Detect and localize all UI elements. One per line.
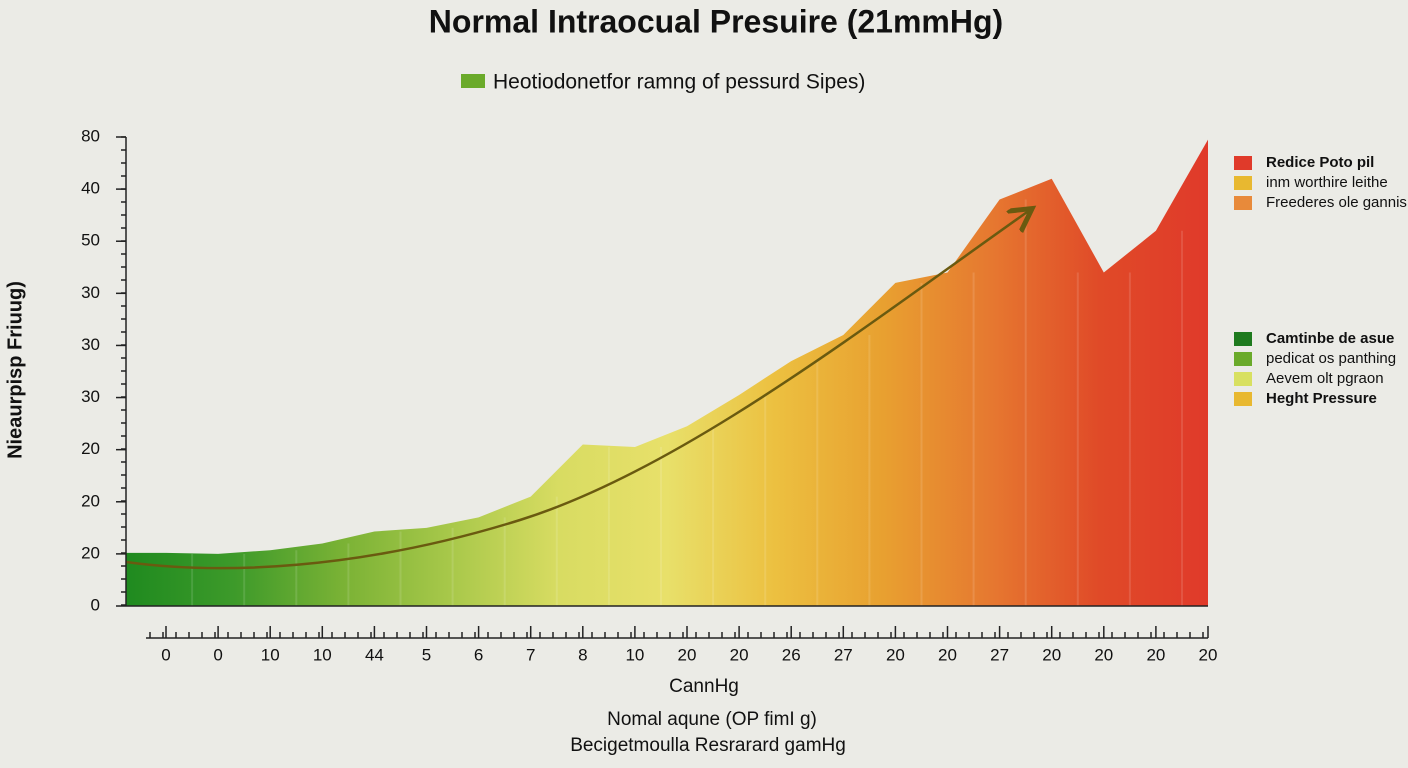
y-tick-label: 30	[81, 387, 100, 406]
x-tick-label: 6	[474, 645, 483, 664]
x-tick-label: 10	[313, 645, 332, 664]
legend-label: Aevem olt pgraon	[1266, 370, 1384, 387]
x-tick-label: 0	[161, 645, 170, 664]
legend-label: pedicat os panthing	[1266, 350, 1396, 367]
legend-label: Freederes ole gannis	[1266, 194, 1407, 211]
legend-label: Camtinbe de asue	[1266, 330, 1394, 347]
trend-arrow	[125, 210, 1030, 570]
area	[126, 139, 1208, 606]
x-tick-label: 20	[1042, 645, 1061, 664]
y-tick-label: 80	[81, 126, 100, 145]
note: Becigetmoulla Resrarard gamHg	[570, 735, 846, 756]
legend-swatch	[1234, 352, 1252, 366]
x-tick-label: 27	[990, 645, 1009, 664]
x-axis-label: CannHg	[669, 676, 739, 697]
legend-swatch	[1234, 156, 1252, 170]
x-tick-label: 20	[1094, 645, 1113, 664]
y-tick-label: 20	[81, 439, 100, 458]
y-tick-label: 30	[81, 335, 100, 354]
note: Nomal aqune (OP fimI g)	[607, 709, 817, 730]
x-tick-label: 10	[261, 645, 280, 664]
y-tick-label: 20	[81, 491, 100, 510]
chart-title: Normal Intraocual Presuire (21mmHg)	[429, 3, 1003, 39]
legend-swatch	[461, 74, 485, 88]
x-tick-label: 44	[365, 645, 384, 664]
y-tick-label: 40	[81, 179, 100, 198]
legend-label: inm worthire leithe	[1266, 174, 1388, 191]
x-tick-label: 20	[730, 645, 749, 664]
legend-label: Heght Pressure	[1266, 390, 1377, 407]
y-axis-label: Nieaurpisp Friuug)	[4, 281, 26, 459]
y-tick-label: 0	[91, 595, 100, 614]
subtitle: Heotiodonetfor ramng of pessurd Sipes)	[493, 71, 865, 94]
x-tick-label: 20	[1199, 645, 1218, 664]
x-tick-label: 26	[782, 645, 801, 664]
legend-swatch	[1234, 332, 1252, 346]
y-tick-label: 20	[81, 543, 100, 562]
legend-swatch	[1234, 372, 1252, 386]
y-tick-label: 30	[81, 283, 100, 302]
x-tick-label: 5	[422, 645, 431, 664]
x-tick-label: 20	[1146, 645, 1165, 664]
x-tick-label: 8	[578, 645, 587, 664]
x-tick-label: 10	[625, 645, 644, 664]
x-tick-label: 20	[678, 645, 697, 664]
x-tick-label: 27	[834, 645, 853, 664]
x-tick-label: 0	[213, 645, 222, 664]
x-tick-label: 20	[938, 645, 957, 664]
legend-swatch	[1234, 176, 1252, 190]
legend-swatch	[1234, 392, 1252, 406]
x-tick-label: 20	[886, 645, 905, 664]
legend-label: Redice Poto pil	[1266, 154, 1374, 171]
legend-swatch	[1234, 196, 1252, 210]
y-tick-label: 50	[81, 231, 100, 250]
x-tick-label: 7	[526, 645, 535, 664]
